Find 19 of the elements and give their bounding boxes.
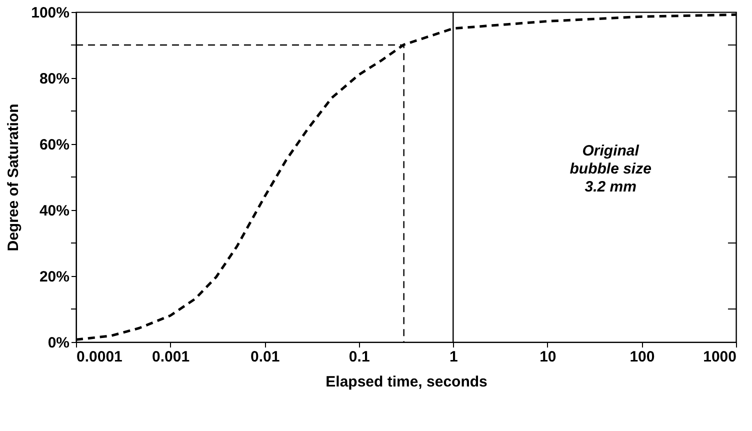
y-tick-label: 40% bbox=[39, 202, 70, 220]
x-tick-label: 0.1 bbox=[348, 348, 370, 366]
x-tick-label: 0.0001 bbox=[76, 348, 122, 366]
y-tick-label: 80% bbox=[39, 70, 70, 88]
annotation: bubble size bbox=[570, 160, 652, 178]
annotation: Original bbox=[582, 142, 640, 160]
x-tick-label: 10 bbox=[540, 348, 556, 366]
x-tick-label: 1000 bbox=[703, 348, 736, 366]
annotation: 3.2 mm bbox=[584, 178, 636, 196]
x-axis-title: Elapsed time, seconds bbox=[326, 374, 488, 390]
x-tick-label: 1 bbox=[449, 348, 458, 366]
y-tick-label: 20% bbox=[39, 268, 70, 286]
y-tick-label: 0% bbox=[48, 334, 70, 352]
y-tick-label: 60% bbox=[39, 136, 70, 154]
x-tick-label: 0.001 bbox=[152, 348, 190, 366]
y-tick-label: 100% bbox=[31, 4, 70, 22]
x-tick-label: 100 bbox=[630, 348, 655, 366]
x-tick-label: 0.01 bbox=[250, 348, 280, 366]
y-axis-title: Degree of Saturation bbox=[5, 104, 22, 252]
